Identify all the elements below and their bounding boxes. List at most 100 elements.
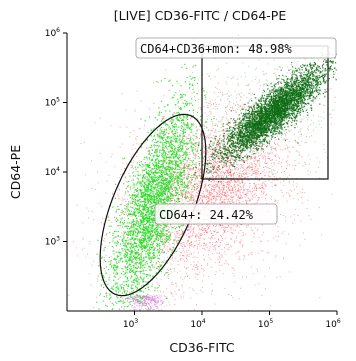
event-dot [125,200,127,202]
event-dot [225,196,227,198]
event-dot [165,233,167,234]
event-dot [136,280,138,282]
event-dot [238,198,240,199]
event-dot [207,193,209,195]
event-dot [191,195,192,197]
event-dot [161,161,163,163]
event-dot [156,148,158,150]
event-dot [130,222,132,224]
event-dot [135,298,137,300]
event-dot [263,231,265,233]
event-dot [203,191,204,192]
event-dot [193,112,194,114]
event-dot [134,302,136,304]
event-dot [91,188,93,189]
event-dot [139,288,141,289]
event-dot [188,185,190,186]
event-dot [221,147,223,149]
event-dot [204,185,206,187]
event-dot [265,162,266,164]
event-dot [226,170,228,172]
event-dot [195,267,197,268]
event-dot [279,145,281,147]
event-dot [250,117,252,119]
event-dot [205,184,207,186]
event-dot [249,167,251,169]
event-dot [268,92,270,94]
event-dot [131,227,133,229]
event-dot [122,197,124,199]
event-dot [260,250,262,252]
event-dot [189,162,191,164]
event-dot [149,295,151,296]
event-dot [227,198,229,200]
event-dot [195,146,197,148]
event-dot [305,163,306,165]
event-dot [215,123,217,125]
event-dot [217,82,219,84]
event-dot [313,129,314,131]
event-dot [128,297,130,299]
event-dot [168,229,170,231]
event-dot [250,163,252,165]
event-dot [173,186,175,188]
event-dot [202,200,204,202]
event-dot [166,287,168,289]
event-dot [174,291,176,293]
event-dot [198,173,200,175]
event-dot [211,283,213,285]
event-dot [171,252,173,253]
event-dot [201,268,203,269]
event-dot [180,133,182,135]
event-dot [150,309,152,311]
event-dot [230,139,232,141]
event-dot [237,103,239,105]
event-dot [221,264,223,266]
event-dot [111,222,113,224]
event-dot [225,147,227,149]
event-dot [143,297,145,298]
event-dot [212,174,214,176]
event-dot [221,194,223,196]
event-dot [265,198,266,199]
event-dot [238,189,240,191]
event-dot [201,224,203,226]
event-dot [147,307,149,309]
event-dot [259,188,261,189]
event-dot [157,283,159,285]
event-dot [229,109,230,111]
event-dot [154,233,157,236]
event-dot [192,191,194,193]
event-dot [156,172,158,174]
event-dot [153,82,155,83]
event-dot [219,166,221,168]
event-dot [150,295,152,297]
event-dot [137,296,139,298]
event-dot [149,304,151,306]
event-dot [190,197,192,199]
event-dot [148,299,150,301]
event-dot [188,159,190,161]
event-dot [235,181,237,183]
event-dot [222,191,224,193]
event-dot [209,158,210,160]
event-dot [272,179,273,181]
event-dot [278,157,280,159]
event-dot [182,254,184,256]
event-dot [182,192,184,194]
event-dot [219,150,221,152]
event-dot [260,146,262,148]
event-dot [209,142,211,144]
event-dot [214,244,216,246]
event-dot [230,182,231,184]
event-dot [109,231,111,234]
event-dot [211,152,213,154]
event-dot [188,238,190,240]
event-dot [177,158,180,160]
event-dot [145,167,147,169]
event-dot [168,199,170,201]
event-dot [209,156,210,158]
event-dot [212,161,214,163]
event-dot [150,206,152,208]
event-dot [239,123,240,125]
